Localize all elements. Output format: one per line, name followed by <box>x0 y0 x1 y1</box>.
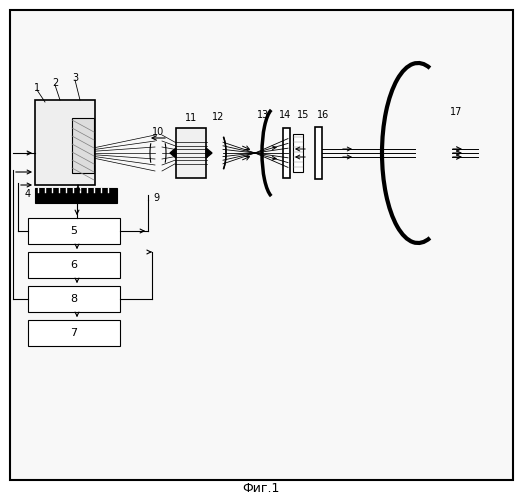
Bar <box>176 128 206 178</box>
Text: 2: 2 <box>52 78 58 88</box>
Polygon shape <box>170 148 176 158</box>
Bar <box>315 127 322 179</box>
Text: 16: 16 <box>317 110 329 120</box>
Bar <box>283 128 290 178</box>
Text: 13: 13 <box>257 110 269 120</box>
Text: 17: 17 <box>450 107 462 117</box>
Text: 12: 12 <box>212 112 224 122</box>
Text: 6: 6 <box>71 260 77 270</box>
Text: 9: 9 <box>153 193 159 203</box>
Text: 5: 5 <box>71 226 77 236</box>
Text: 15: 15 <box>297 110 309 120</box>
Bar <box>293 134 303 172</box>
Bar <box>28 252 120 278</box>
Bar <box>28 218 120 244</box>
Bar <box>28 320 120 346</box>
Text: 10: 10 <box>152 127 164 137</box>
Text: 4: 4 <box>25 189 31 199</box>
Bar <box>35 188 117 203</box>
Text: 14: 14 <box>279 110 291 120</box>
Text: 8: 8 <box>71 294 77 304</box>
Polygon shape <box>206 148 212 158</box>
Text: 3: 3 <box>72 73 78 83</box>
Bar <box>28 286 120 312</box>
Text: 7: 7 <box>71 328 77 338</box>
Text: 11: 11 <box>185 113 197 123</box>
Bar <box>35 100 95 185</box>
Text: Фиг.1: Фиг.1 <box>242 482 280 495</box>
Bar <box>72 118 94 173</box>
Text: 1: 1 <box>34 83 40 93</box>
